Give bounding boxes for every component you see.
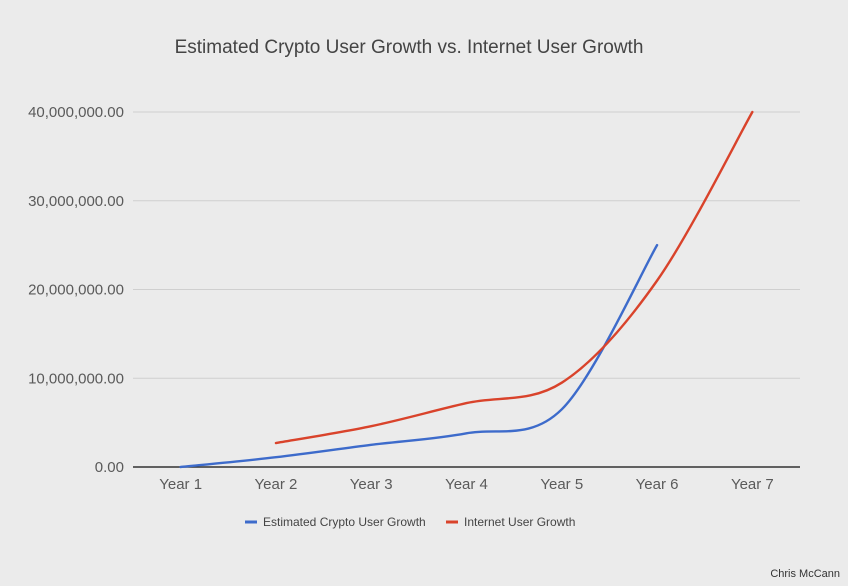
series-line-2 bbox=[274, 110, 754, 445]
y-tick-label: 20,000,000.00 bbox=[28, 282, 124, 299]
y-tick-label: 40,000,000.00 bbox=[28, 104, 124, 121]
credit-text: Chris McCann bbox=[770, 568, 840, 580]
x-tick-label: Year 7 bbox=[731, 476, 774, 493]
series-lines bbox=[179, 110, 754, 469]
legend-label: Internet User Growth bbox=[464, 515, 575, 529]
x-tick-label: Year 1 bbox=[159, 476, 202, 493]
x-axis-ticks: Year 1 Year 2 Year 3 Year 4 Year 5 Year 6 Year… bbox=[159, 476, 774, 493]
legend-label: Estimated Crypto User Growth bbox=[263, 515, 426, 529]
legend[interactable]: Estimated Crypto User Growth Internet Use… bbox=[245, 515, 575, 529]
x-tick-label: Year 5 bbox=[540, 476, 583, 493]
legend-item-2[interactable]: Internet User Growth bbox=[446, 515, 575, 529]
grid bbox=[133, 111, 800, 379]
x-tick-label: Year 3 bbox=[350, 476, 393, 493]
y-tick-label: 0.00 bbox=[95, 459, 124, 476]
chart-title: Estimated Crypto User Growth vs. Interne… bbox=[175, 37, 644, 58]
x-tick-label: Year 4 bbox=[445, 476, 488, 493]
series-line-1 bbox=[179, 243, 659, 469]
y-tick-label: 10,000,000.00 bbox=[28, 370, 124, 387]
y-tick-label: 30,000,000.00 bbox=[28, 193, 124, 210]
y-axis-ticks: 0.00 10,000,000.00 20,000,000.00 30,000,000… bbox=[28, 104, 124, 476]
x-tick-label: Year 6 bbox=[636, 476, 679, 493]
legend-item-1[interactable]: Estimated Crypto User Growth bbox=[245, 515, 426, 529]
x-tick-label: Year 2 bbox=[255, 476, 298, 493]
